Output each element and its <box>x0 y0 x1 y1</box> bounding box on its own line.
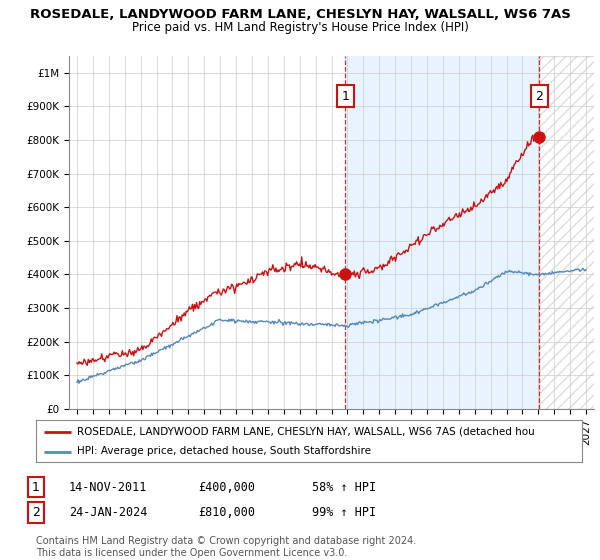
Text: 99% ↑ HPI: 99% ↑ HPI <box>312 506 376 519</box>
Text: ROSEDALE, LANDYWOOD FARM LANE, CHESLYN HAY, WALSALL, WS6 7AS (detached hou: ROSEDALE, LANDYWOOD FARM LANE, CHESLYN H… <box>77 427 535 437</box>
Text: 2: 2 <box>32 506 40 519</box>
Text: 24-JAN-2024: 24-JAN-2024 <box>69 506 148 519</box>
Text: 1: 1 <box>32 480 40 494</box>
Text: Price paid vs. HM Land Registry's House Price Index (HPI): Price paid vs. HM Land Registry's House … <box>131 21 469 34</box>
Bar <box>539 56 600 409</box>
Text: HPI: Average price, detached house, South Staffordshire: HPI: Average price, detached house, Sout… <box>77 446 371 456</box>
Text: 2: 2 <box>535 90 544 103</box>
Text: 58% ↑ HPI: 58% ↑ HPI <box>312 480 376 494</box>
Text: Contains HM Land Registry data © Crown copyright and database right 2024.: Contains HM Land Registry data © Crown c… <box>36 536 416 547</box>
Text: 14-NOV-2011: 14-NOV-2011 <box>69 480 148 494</box>
Text: ROSEDALE, LANDYWOOD FARM LANE, CHESLYN HAY, WALSALL, WS6 7AS: ROSEDALE, LANDYWOOD FARM LANE, CHESLYN H… <box>29 8 571 21</box>
Text: This data is licensed under the Open Government Licence v3.0.: This data is licensed under the Open Gov… <box>36 548 347 558</box>
Text: 1: 1 <box>341 90 349 103</box>
Text: £810,000: £810,000 <box>198 506 255 519</box>
Text: £400,000: £400,000 <box>198 480 255 494</box>
Bar <box>539 56 600 409</box>
Bar <box>346 56 539 409</box>
